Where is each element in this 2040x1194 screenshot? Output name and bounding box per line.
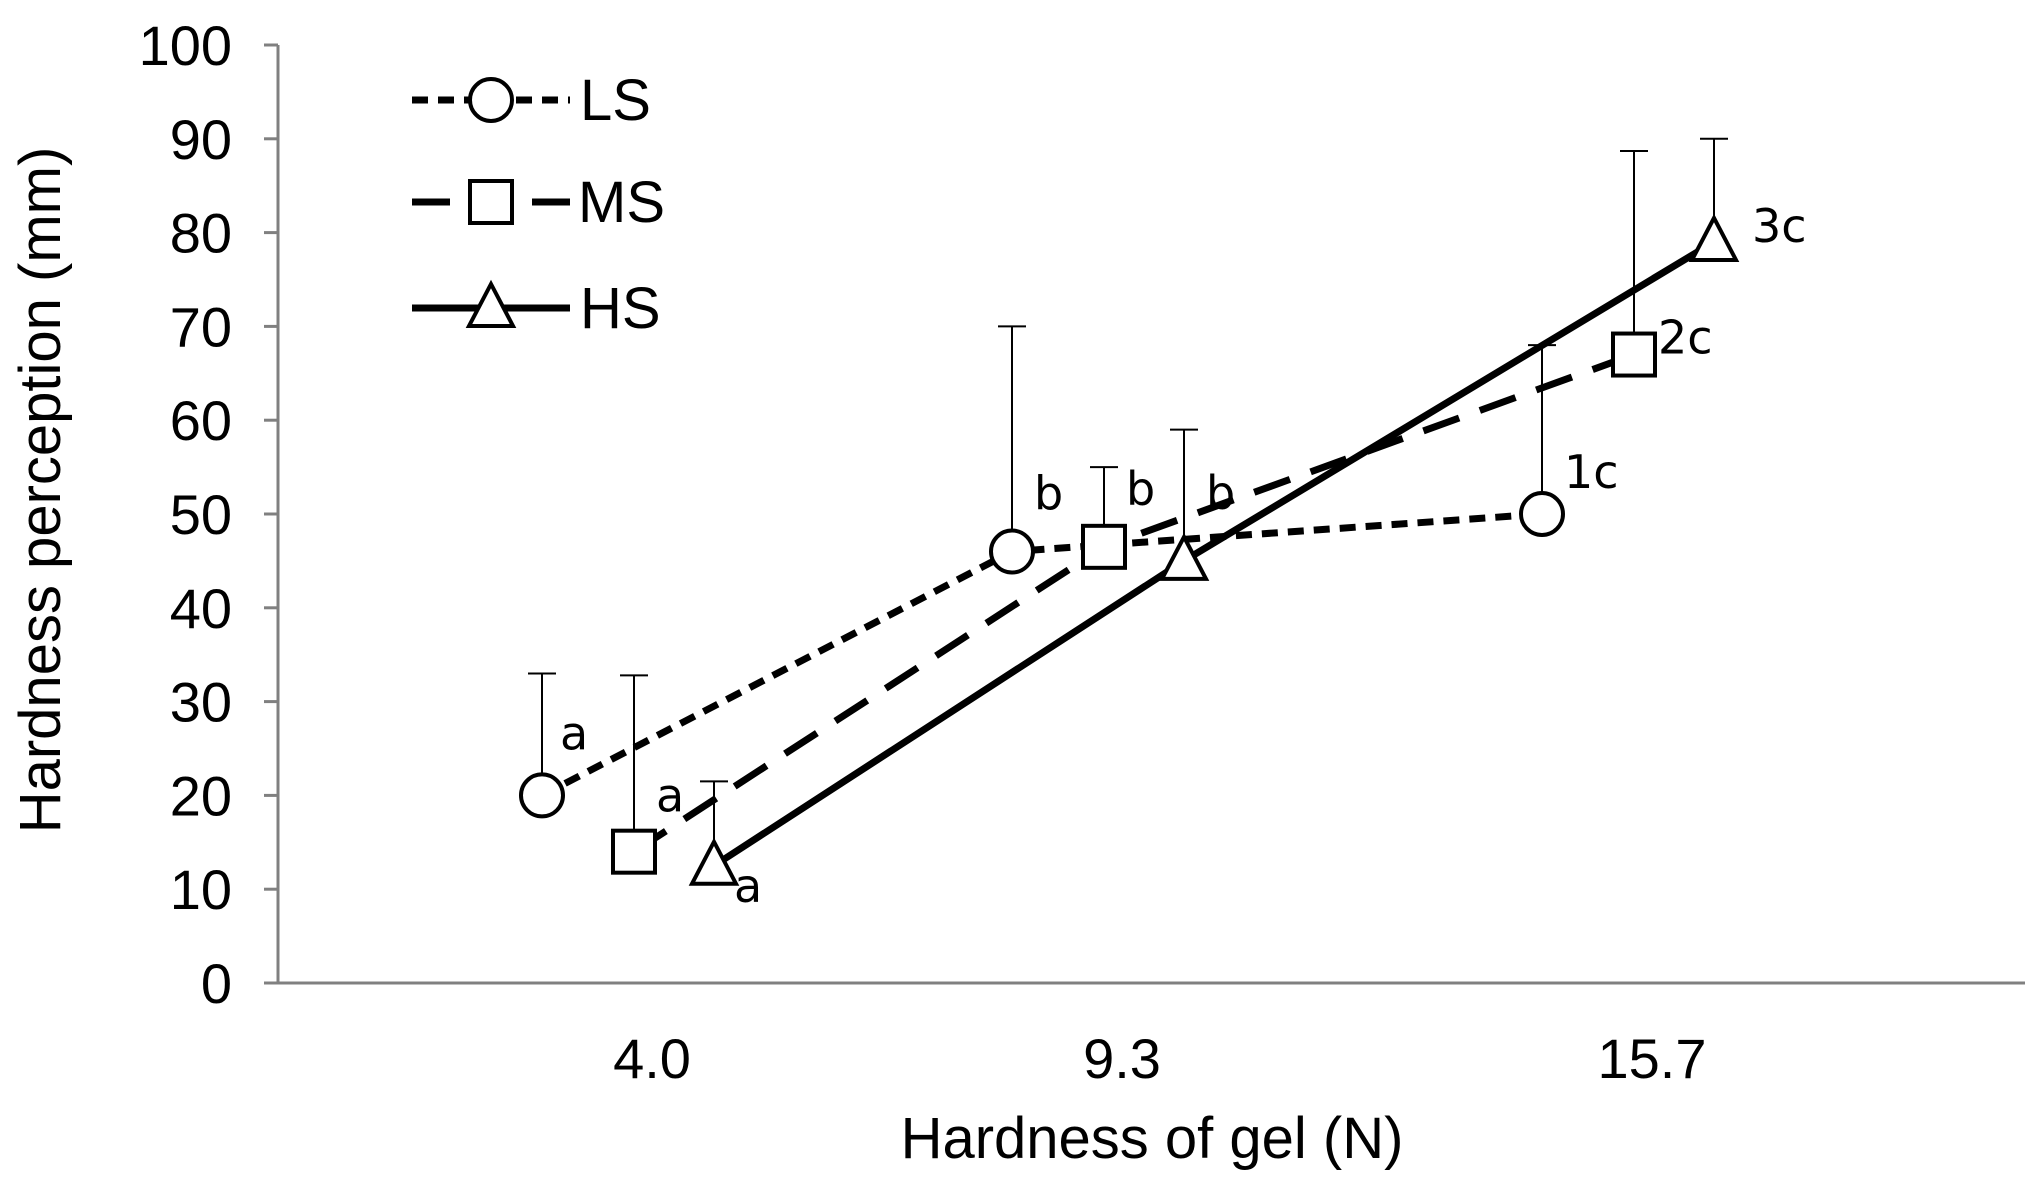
- legend-label-hs: HS: [580, 276, 661, 341]
- legend-item-ls: LS: [412, 68, 651, 133]
- y-axis-ticks: 0 10 20 30 40 50 60 70 80 90 100: [139, 14, 278, 1015]
- significance-label-ms: 2c: [1658, 311, 1713, 365]
- y-tick-label: 40: [170, 577, 232, 640]
- legend-label-ms: MS: [578, 170, 665, 235]
- data-point-ms: [1611, 331, 1657, 378]
- data-point-hs: [1158, 532, 1210, 581]
- y-tick-label: 80: [170, 202, 232, 265]
- significance-label-hs: b: [1206, 466, 1235, 520]
- y-tick-label: 90: [170, 108, 232, 171]
- significance-label-ls: 1c: [1564, 445, 1619, 499]
- y-tick-label: 100: [139, 14, 232, 77]
- data-point-ls: [989, 528, 1035, 575]
- y-tick-label: 50: [170, 483, 232, 546]
- legend-marker-ls: [468, 77, 514, 123]
- y-tick-label: 60: [170, 389, 232, 452]
- y-tick-label: 20: [170, 764, 232, 827]
- significance-labels: a b 1c a b 2c a b 3c: [560, 199, 1807, 913]
- significance-label-ms: a: [656, 769, 684, 823]
- legend-marker-ms: [468, 179, 514, 225]
- legend-item-ms: MS: [412, 170, 665, 235]
- data-point-hs: [1688, 213, 1740, 262]
- plot-area: 0 10 20 30 40 50 60 70 80 90 100 4.0 9.3 15.7 a b 1c a b…: [139, 14, 2025, 1090]
- legend-item-hs: HS: [412, 276, 661, 341]
- data-point-ms: [1081, 523, 1127, 570]
- significance-label-ms: b: [1126, 462, 1155, 516]
- significance-label-ls: a: [560, 706, 588, 760]
- x-tick-label: 9.3: [1083, 1027, 1161, 1090]
- legend-marker-hs: [465, 279, 517, 328]
- y-tick-label: 10: [170, 858, 232, 921]
- significance-label-hs: 3c: [1752, 199, 1807, 253]
- series-line-ms: [632, 351, 1636, 855]
- data-point-ls: [1519, 491, 1565, 537]
- series-markers: [519, 213, 1740, 886]
- y-axis-title: Hardness perception (mm): [8, 147, 73, 834]
- y-tick-label: 30: [170, 671, 232, 734]
- legend: LS MS HS: [412, 68, 665, 341]
- y-tick-label: 0: [201, 952, 232, 1015]
- series-line-hs: [712, 238, 1716, 869]
- x-axis-title: Hardness of gel (N): [901, 1106, 1404, 1171]
- x-tick-label: 15.7: [1598, 1027, 1707, 1090]
- legend-label-ls: LS: [580, 68, 651, 133]
- y-tick-label: 70: [170, 295, 232, 358]
- series-lines: [540, 238, 1716, 869]
- significance-label-hs: a: [734, 859, 762, 913]
- error-bars: [528, 137, 1728, 866]
- significance-label-ls: b: [1034, 467, 1063, 521]
- data-point-ms: [611, 828, 657, 875]
- x-axis-ticks: 4.0 9.3 15.7: [613, 1027, 1706, 1090]
- data-point-hs: [688, 837, 740, 886]
- x-tick-label: 4.0: [613, 1027, 691, 1090]
- data-point-ls: [519, 772, 565, 819]
